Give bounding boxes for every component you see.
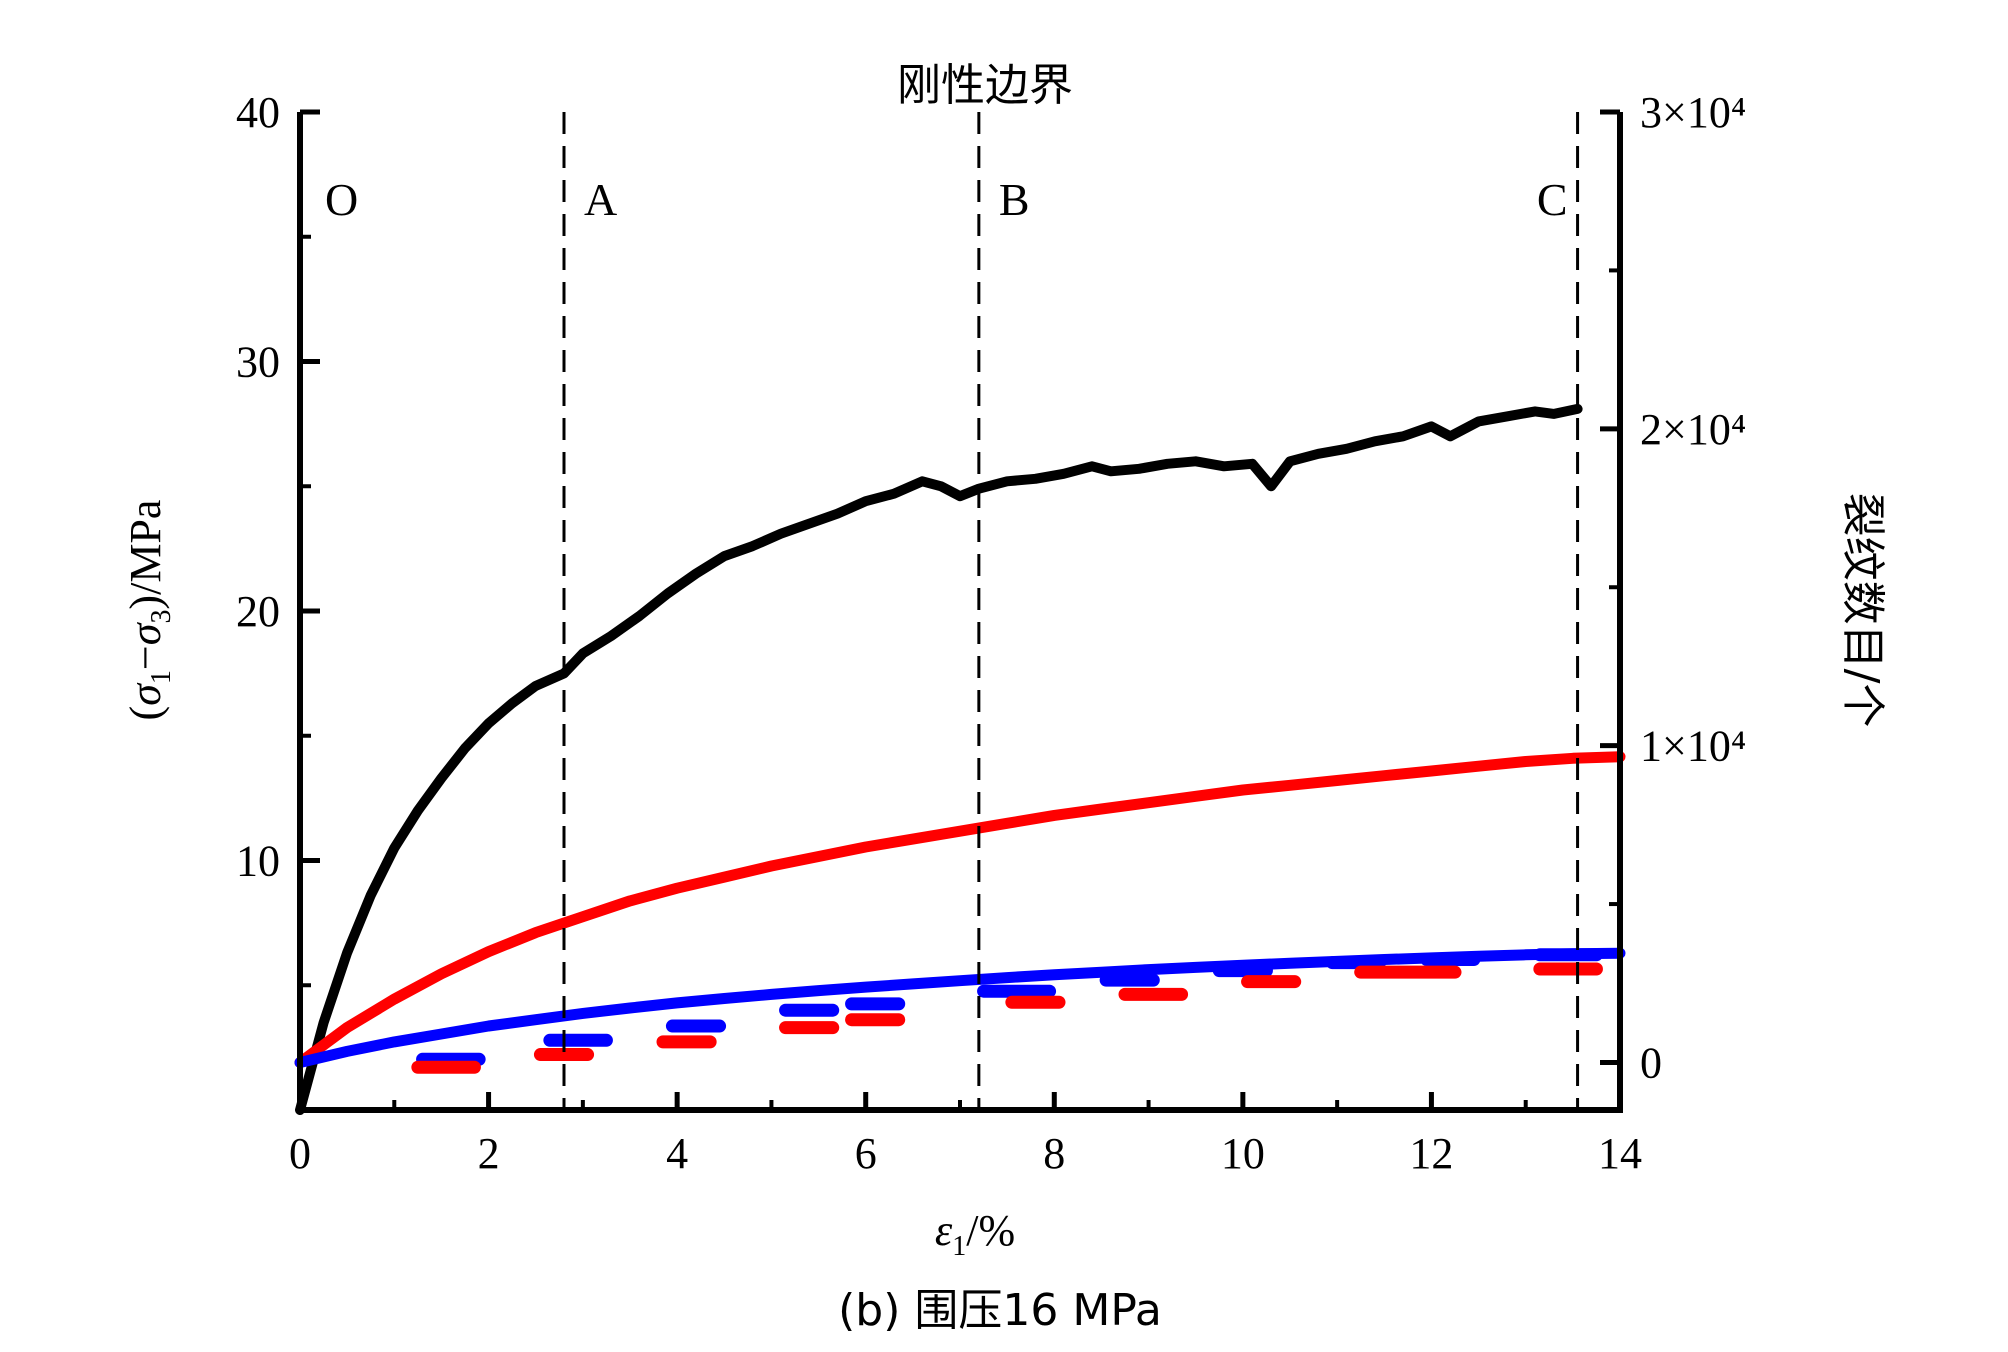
y-right-tick-label: 3×10⁴ [1640, 88, 1746, 137]
right-axis-label: 裂纹数目/个 [1837, 493, 1888, 728]
axes [297, 109, 1623, 1113]
x-tick-label: 14 [1598, 1129, 1642, 1178]
x-tick-label: 10 [1221, 1129, 1265, 1178]
y-right-tick-label: 1×10⁴ [1640, 722, 1746, 771]
chart-title: 刚性边界 [897, 60, 1073, 111]
y-left-tick-label: 10 [236, 837, 280, 886]
x-tick-label: 4 [666, 1129, 688, 1178]
phase-label: O [325, 174, 358, 225]
x-tick-label: 6 [855, 1129, 877, 1178]
y-left-tick-label: 20 [236, 587, 280, 636]
x-tick-label: 12 [1409, 1129, 1453, 1178]
series-2-line [294, 947, 1626, 1068]
series-0-line [295, 403, 1583, 1115]
x-tick-label: 0 [289, 1129, 311, 1178]
phase-label: C [1537, 174, 1568, 225]
x-axis-label: ε1/% [935, 1206, 1015, 1262]
y-right-tick-label: 2×10⁴ [1640, 405, 1746, 454]
x-tick-label: 2 [478, 1129, 500, 1178]
y-left-tick-label: 30 [236, 338, 280, 387]
phase-label: B [999, 174, 1030, 225]
left-axis-label: (σ1−σ3)/MPa [121, 500, 177, 721]
y-right-tick-label: 0 [1640, 1038, 1662, 1087]
plot-area [294, 403, 1626, 1115]
figure-caption: (b) 围压16 MPa [838, 1285, 1162, 1336]
x-tick-label: 8 [1043, 1129, 1065, 1178]
series-1-line [294, 751, 1626, 1068]
y-left-tick-label: 40 [236, 88, 280, 137]
phase-label: A [584, 174, 617, 225]
tick-labels: 0 2 4 6 8 10 12 14 10 20 30 40 0 1×10⁴ 2×10⁴ 3×10⁴ [236, 88, 1746, 1178]
